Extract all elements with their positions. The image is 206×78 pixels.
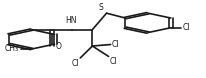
Text: O: O <box>56 41 61 51</box>
Text: HN: HN <box>66 16 77 25</box>
Text: Cl: Cl <box>110 57 117 66</box>
Text: CH₃: CH₃ <box>5 44 19 54</box>
Text: Cl: Cl <box>72 59 79 68</box>
Text: Cl: Cl <box>112 40 119 49</box>
Text: Cl: Cl <box>183 23 190 32</box>
Text: S: S <box>99 3 104 12</box>
